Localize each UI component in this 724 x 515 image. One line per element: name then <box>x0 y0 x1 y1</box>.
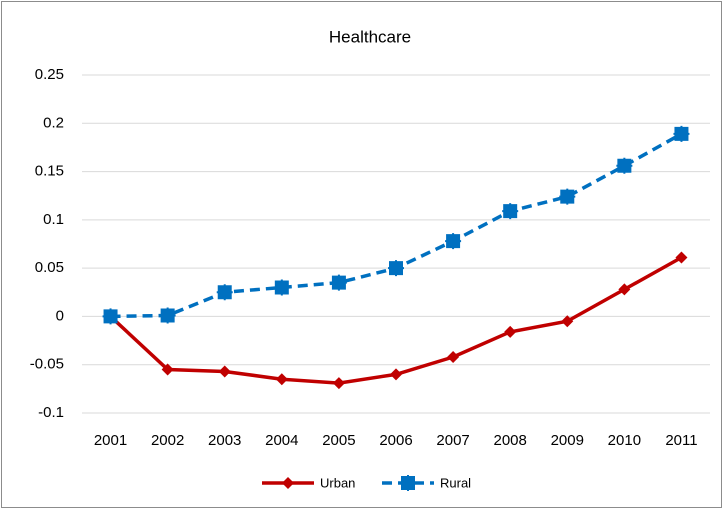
marker <box>616 157 633 174</box>
y-tick-label: 0.05 <box>35 259 64 276</box>
marker <box>332 377 345 390</box>
marker <box>618 283 631 296</box>
marker <box>102 308 119 325</box>
marker <box>447 350 460 363</box>
x-tick-label: 2008 <box>493 432 526 449</box>
x-tick-label: 2006 <box>379 432 412 449</box>
marker <box>502 203 519 220</box>
marker <box>330 274 347 291</box>
marker <box>673 125 690 142</box>
legend-marker <box>400 475 416 491</box>
marker <box>445 233 462 250</box>
marker <box>275 373 288 386</box>
marker <box>561 315 574 328</box>
x-tick-label: 2009 <box>551 432 584 449</box>
marker <box>161 363 174 376</box>
marker <box>390 368 402 381</box>
legend-marker <box>282 477 294 489</box>
y-tick-label: 0.2 <box>43 114 64 131</box>
x-tick-label: 2011 <box>665 432 697 449</box>
y-tick-label: 0.1 <box>43 211 64 228</box>
marker <box>388 260 404 277</box>
legend-item: Rural <box>382 475 471 491</box>
marker <box>218 365 231 378</box>
marker <box>159 307 176 324</box>
y-tick-label: 0 <box>56 307 64 324</box>
marker <box>504 325 517 338</box>
chart-title: Healthcare <box>329 27 411 46</box>
x-tick-label: 2002 <box>151 432 184 449</box>
x-tick-label: 2004 <box>265 432 298 449</box>
marker <box>216 284 233 301</box>
y-tick-label: 0.15 <box>35 163 64 180</box>
x-tick-label: 2001 <box>94 432 127 449</box>
marker <box>559 188 576 205</box>
legend-label: Urban <box>320 475 355 490</box>
x-tick-label: 2003 <box>208 432 241 449</box>
x-tick-label: 2005 <box>322 432 355 449</box>
y-tick-label: 0.25 <box>35 66 64 83</box>
legend-label: Rural <box>440 475 471 490</box>
y-tick-label: -0.05 <box>30 356 64 373</box>
y-tick-label: -0.1 <box>38 404 64 421</box>
legend-item: Urban <box>262 475 355 490</box>
marker <box>675 251 688 264</box>
marker <box>273 279 290 296</box>
x-tick-label: 2007 <box>436 432 469 449</box>
x-tick-label: 2010 <box>608 432 641 449</box>
